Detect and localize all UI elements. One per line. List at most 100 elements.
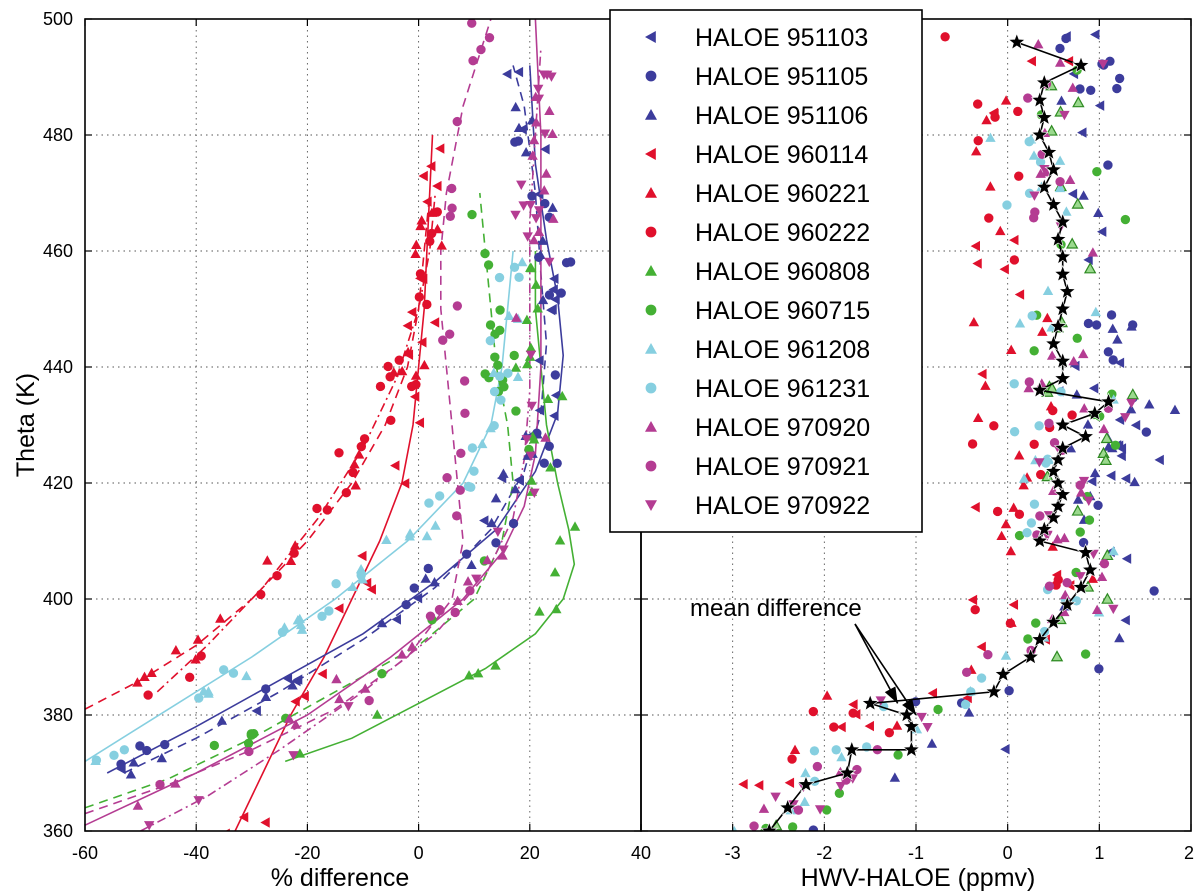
data-point bbox=[546, 304, 556, 316]
data-point bbox=[452, 301, 463, 311]
data-point bbox=[452, 116, 462, 127]
data-point bbox=[1062, 577, 1072, 588]
data-point bbox=[1008, 599, 1019, 610]
data-point bbox=[1048, 405, 1058, 416]
data-point bbox=[526, 262, 537, 273]
data-point bbox=[349, 459, 360, 469]
data-point bbox=[1105, 56, 1115, 66]
data-point bbox=[1110, 440, 1121, 451]
data-point bbox=[415, 220, 426, 231]
fit-curve bbox=[106, 65, 565, 774]
mean-difference-star bbox=[994, 665, 1013, 682]
data-point bbox=[170, 644, 182, 655]
data-point bbox=[1023, 634, 1033, 644]
data-point bbox=[808, 825, 819, 831]
legend-entry: HALOE 960221 bbox=[645, 180, 870, 208]
data-point bbox=[132, 800, 144, 810]
data-point bbox=[1083, 262, 1097, 274]
data-point bbox=[836, 751, 847, 762]
mean-difference-star bbox=[1053, 247, 1072, 265]
data-point bbox=[1029, 439, 1039, 449]
data-point bbox=[784, 777, 795, 788]
data-point bbox=[289, 548, 299, 558]
data-point bbox=[295, 619, 307, 630]
legend-entry: HALOE 961208 bbox=[645, 336, 870, 364]
data-point bbox=[891, 720, 903, 730]
data-point bbox=[219, 665, 229, 675]
data-point bbox=[1106, 470, 1116, 481]
data-point bbox=[438, 335, 448, 345]
data-point bbox=[509, 262, 520, 273]
mean-difference-star bbox=[1030, 630, 1049, 648]
data-point bbox=[1029, 213, 1039, 223]
legend-entry: HALOE 970922 bbox=[645, 492, 870, 520]
data-point bbox=[415, 269, 426, 279]
data-point bbox=[544, 105, 555, 116]
y-axis-label: Theta (K) bbox=[12, 373, 40, 477]
fit-curve bbox=[156, 192, 437, 693]
data-point bbox=[119, 745, 130, 755]
legend-entry: HALOE 960114 bbox=[645, 141, 868, 169]
data-point bbox=[1097, 59, 1109, 70]
data-point bbox=[462, 576, 474, 586]
data-point bbox=[1035, 168, 1046, 178]
data-point bbox=[312, 503, 322, 514]
legend-label: HALOE 970921 bbox=[695, 453, 870, 481]
data-point bbox=[455, 485, 465, 495]
data-point bbox=[831, 745, 841, 755]
data-point bbox=[875, 696, 886, 706]
data-point bbox=[1120, 473, 1131, 484]
data-point bbox=[1035, 511, 1045, 521]
legend-marker bbox=[645, 343, 657, 354]
data-point bbox=[1083, 496, 1094, 506]
data-point bbox=[787, 754, 797, 764]
data-point bbox=[184, 672, 195, 682]
data-point bbox=[539, 129, 551, 139]
mean-difference-star bbox=[902, 740, 921, 758]
data-point bbox=[848, 699, 858, 710]
data-point bbox=[1086, 85, 1096, 95]
data-point bbox=[808, 706, 819, 717]
data-point bbox=[355, 563, 367, 574]
data-point bbox=[1075, 84, 1085, 94]
data-point bbox=[1029, 191, 1040, 201]
data-point bbox=[401, 599, 411, 610]
mean-difference-star bbox=[1035, 73, 1054, 91]
data-point bbox=[550, 370, 561, 380]
data-point bbox=[527, 150, 538, 160]
data-point bbox=[215, 613, 226, 623]
data-point bbox=[522, 232, 533, 242]
data-point bbox=[537, 235, 548, 245]
data-point bbox=[1094, 664, 1104, 674]
legend-label: HALOE 951105 bbox=[695, 63, 868, 91]
data-point bbox=[1067, 188, 1078, 200]
data-point bbox=[434, 604, 445, 615]
data-point bbox=[1112, 334, 1123, 344]
legend-entry: HALOE 960222 bbox=[645, 219, 870, 247]
data-point bbox=[260, 691, 272, 702]
left-x-axis-label: % difference bbox=[271, 864, 410, 892]
data-point bbox=[544, 290, 555, 300]
data-point bbox=[434, 143, 445, 154]
data-point bbox=[156, 752, 167, 763]
data-point bbox=[459, 376, 470, 386]
data-point bbox=[294, 748, 306, 758]
data-point bbox=[1061, 33, 1071, 44]
data-point bbox=[834, 788, 845, 798]
data-point bbox=[1096, 226, 1107, 237]
data-point bbox=[261, 684, 271, 694]
data-point bbox=[526, 401, 537, 412]
data-point bbox=[770, 792, 781, 803]
data-point bbox=[1023, 382, 1034, 393]
data-point bbox=[1098, 423, 1110, 434]
data-point bbox=[450, 607, 460, 618]
data-point bbox=[1082, 419, 1094, 429]
data-point bbox=[1103, 160, 1113, 170]
legend-marker bbox=[645, 31, 656, 43]
data-point bbox=[1005, 618, 1016, 629]
mean-difference-star bbox=[1053, 438, 1072, 456]
data-point bbox=[535, 249, 546, 260]
data-point bbox=[1046, 350, 1058, 360]
legend-marker bbox=[645, 70, 657, 82]
data-point bbox=[822, 805, 832, 815]
